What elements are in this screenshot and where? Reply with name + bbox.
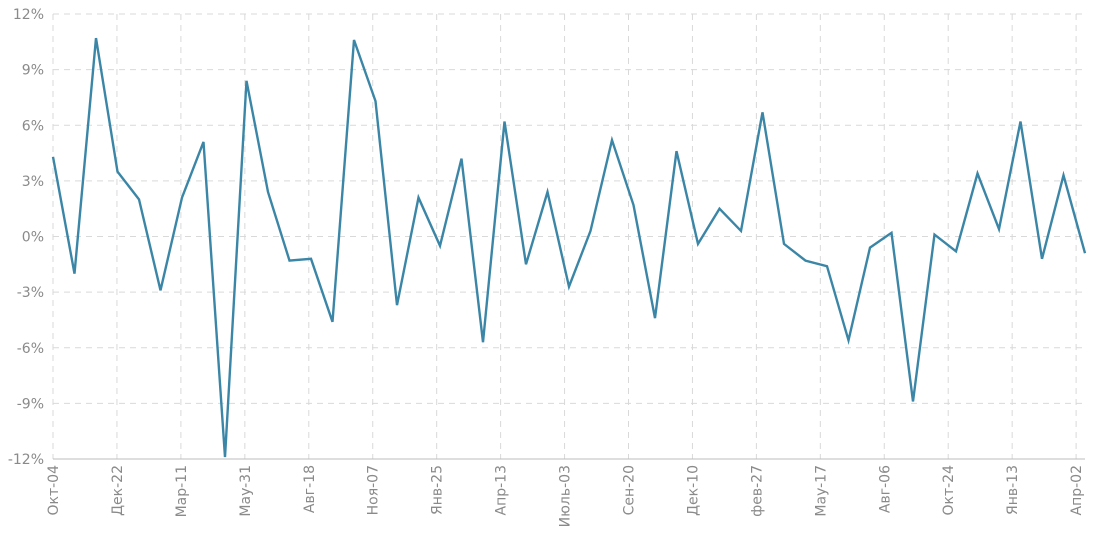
series-layer — [51, 36, 1087, 459]
data-point — [180, 196, 184, 200]
data-point — [51, 155, 55, 159]
data-point — [1062, 173, 1066, 177]
data-point — [223, 455, 227, 459]
data-point — [309, 257, 313, 261]
data-point — [438, 244, 442, 248]
data-point — [266, 190, 270, 194]
data-point — [825, 264, 829, 268]
x-tick-label: Апр-02 — [1069, 465, 1085, 515]
x-tick-label: Дек-10 — [685, 465, 701, 516]
y-tick-label: 6% — [22, 118, 44, 134]
data-point — [567, 285, 571, 289]
x-tick-label: Ноя-07 — [366, 465, 382, 515]
data-point — [610, 138, 614, 142]
grid — [52, 13, 1085, 460]
x-tick-label: Янв-25 — [430, 465, 446, 515]
data-point — [546, 190, 550, 194]
data-point — [868, 246, 872, 250]
data-point — [653, 316, 657, 320]
y-tick-label: 12% — [13, 7, 44, 23]
y-tick-label: -3% — [17, 285, 44, 301]
data-point — [288, 259, 292, 263]
data-point — [417, 196, 421, 200]
data-point — [481, 340, 485, 344]
data-point — [137, 197, 141, 201]
data-point — [696, 242, 700, 246]
x-tick-label: Авг-18 — [302, 465, 318, 513]
data-point — [804, 259, 808, 263]
data-point — [890, 231, 894, 235]
y-axis: -12% -9% -6% -3% 0% 3% 6% 9% 12% — [8, 7, 44, 468]
data-point — [503, 120, 507, 124]
y-tick-label: -9% — [17, 396, 44, 412]
x-tick-label: Июль-03 — [558, 465, 574, 527]
data-point — [933, 233, 937, 237]
data-point — [202, 140, 206, 144]
data-point — [1040, 257, 1044, 261]
data-point — [73, 272, 77, 276]
data-point — [911, 400, 915, 404]
x-tick-label: Сен-20 — [622, 465, 638, 515]
x-tick-label: Апр-13 — [494, 465, 510, 515]
data-point — [460, 157, 464, 161]
data-point — [94, 36, 98, 40]
x-tick-label: Окт-04 — [46, 465, 62, 516]
data-point — [976, 171, 980, 175]
x-tick-label: Мар-11 — [174, 465, 190, 517]
x-tick-label: May-31 — [238, 465, 254, 517]
data-point — [718, 207, 722, 211]
data-point — [374, 99, 378, 103]
x-tick-label: фев-27 — [749, 465, 765, 517]
data-point — [632, 203, 636, 207]
data-point — [395, 303, 399, 307]
data-point — [159, 288, 163, 292]
x-axis: Окт-04 Дек-22 Мар-11 May-31 Авг-18 Ноя-07 Янв-… — [46, 465, 1085, 527]
x-tick-label: Окт-24 — [941, 465, 957, 516]
data-point — [997, 227, 1001, 231]
data-point — [739, 229, 743, 233]
x-tick-label: Дек-22 — [110, 465, 126, 516]
data-point — [675, 149, 679, 153]
data-point — [782, 242, 786, 246]
y-tick-label: -12% — [8, 452, 44, 468]
data-point — [1019, 120, 1023, 124]
data-point — [352, 38, 356, 42]
y-tick-label: 9% — [22, 63, 44, 79]
data-point — [116, 170, 120, 174]
y-tick-label: 3% — [22, 174, 44, 190]
y-tick-label: -6% — [17, 341, 44, 357]
data-point — [331, 320, 335, 324]
x-tick-label: May-17 — [813, 465, 829, 517]
data-point — [1083, 251, 1087, 255]
y-tick-label: 0% — [22, 230, 44, 246]
data-point — [761, 110, 765, 114]
data-point — [589, 229, 593, 233]
data-point — [524, 262, 528, 266]
data-point — [245, 79, 249, 83]
x-tick-label: Авг-06 — [877, 465, 893, 513]
x-tick-label: Янв-13 — [1005, 465, 1021, 515]
series-line — [51, 37, 1087, 458]
data-point — [954, 249, 958, 253]
data-point — [847, 338, 851, 342]
